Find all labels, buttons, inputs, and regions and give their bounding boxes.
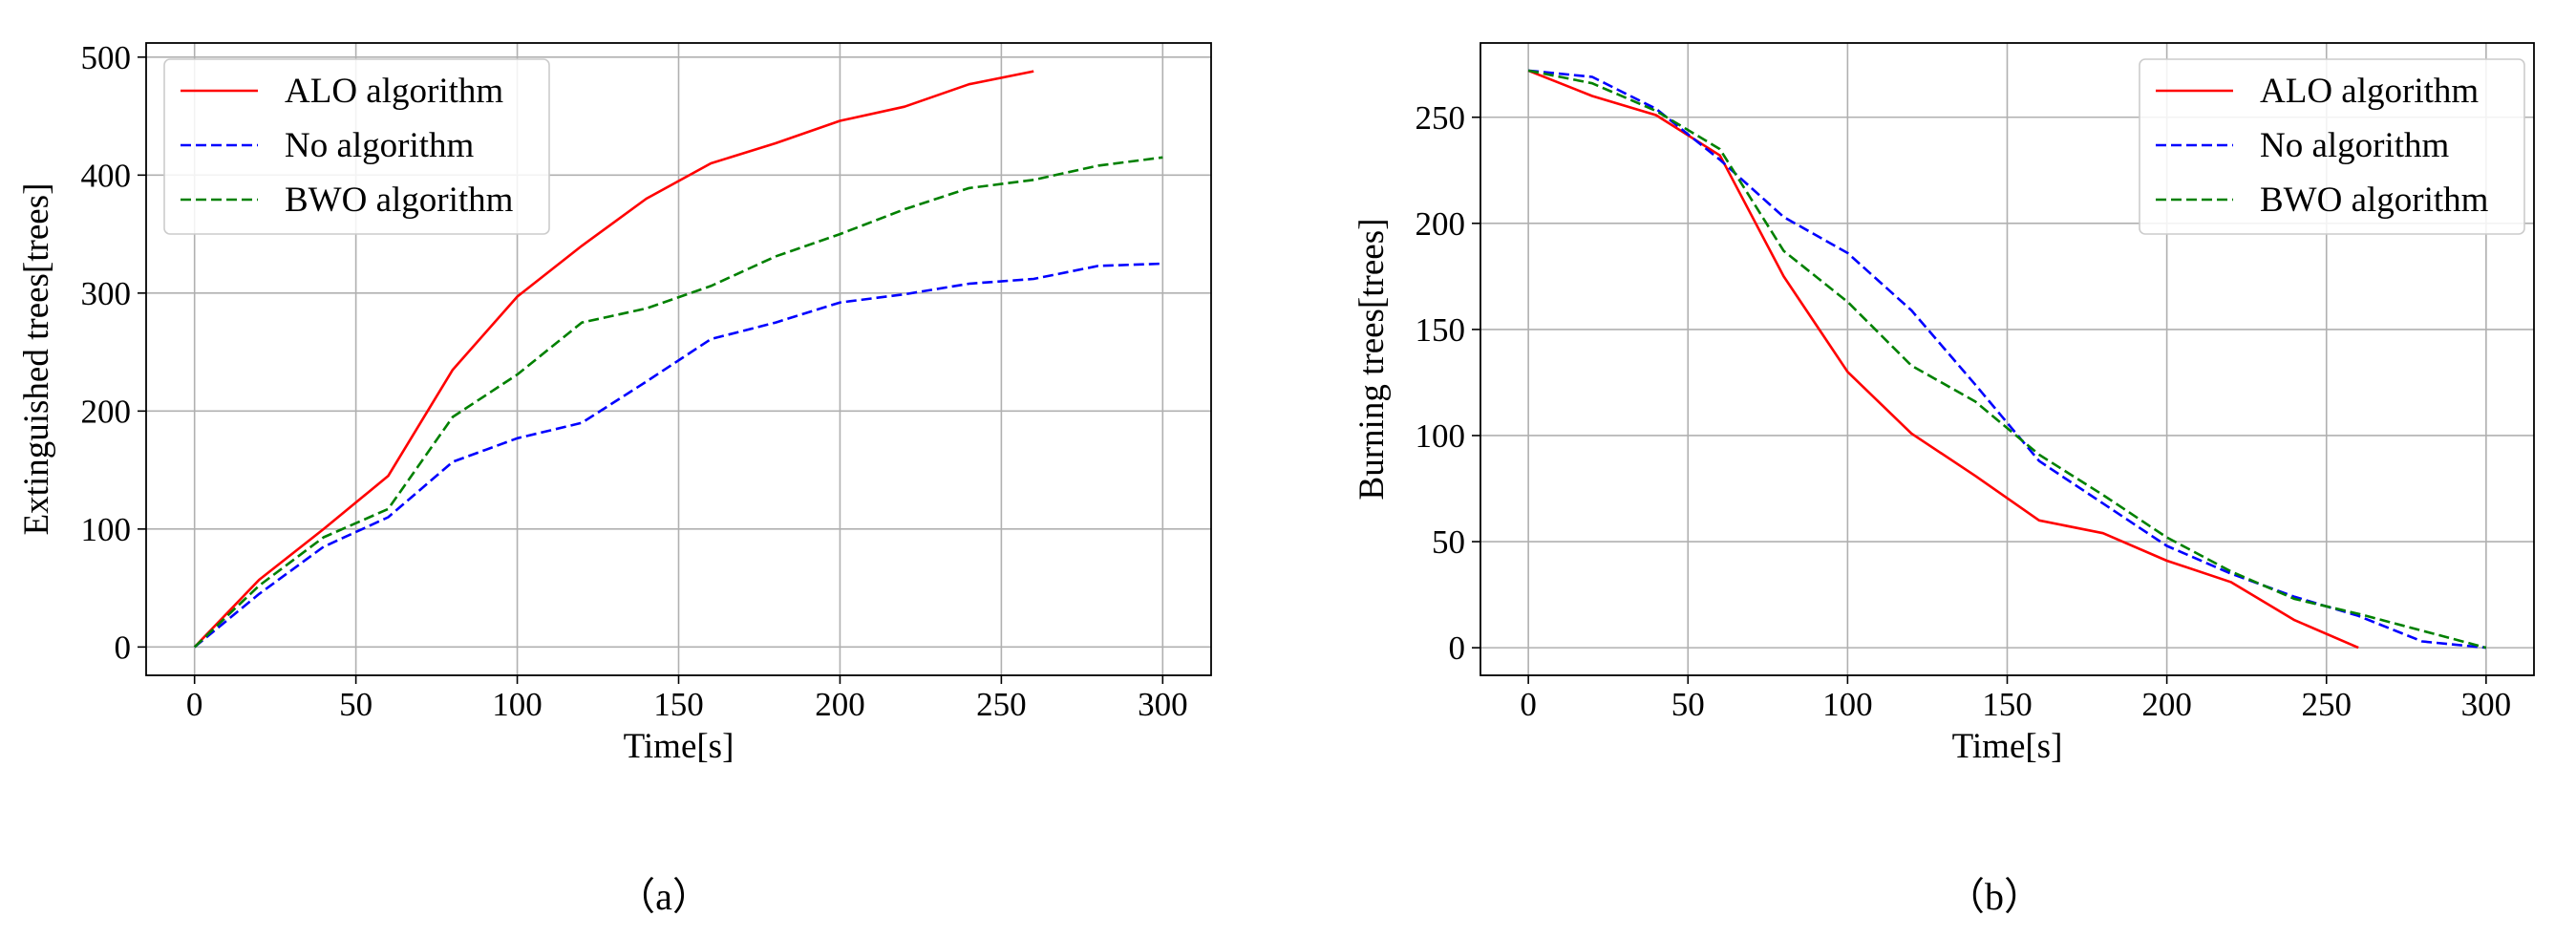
chart-a-extinguished-trees: 0 50 100 150 200 250 300 0 100 200 300 400 500 Time[s… — [17, 39, 1212, 918]
legend: ALO algorithm No algorithm BWO algorithm — [2139, 58, 2525, 235]
y-tick-label: 50 — [1432, 523, 1465, 561]
series-line-alo-algorithm — [1527, 69, 2359, 650]
legend-box — [163, 58, 550, 235]
subfigure-caption: （a） — [617, 875, 711, 918]
legend-box — [2139, 58, 2525, 235]
y-tick-label: 250 — [1416, 99, 1466, 137]
x-tick-label: 300 — [1138, 686, 1188, 723]
subfigure-caption: （b） — [1947, 875, 2042, 918]
y-tick-label: 150 — [1416, 311, 1466, 349]
y-axis-label: Burning trees[trees] — [1352, 219, 1392, 501]
x-tick-label: 0 — [1520, 686, 1537, 723]
y-tick-label: 400 — [81, 157, 132, 194]
legend-label: ALO algorithm — [2260, 72, 2479, 111]
x-tick-label: 200 — [815, 686, 865, 723]
y-axis-label: Extinguished trees[trees] — [17, 183, 56, 536]
y-tick-label: 0 — [115, 629, 132, 666]
x-tick-label: 250 — [976, 686, 1027, 723]
legend-label: ALO algorithm — [285, 72, 503, 111]
plot-frame — [1480, 42, 2535, 676]
y-tick-label: 100 — [81, 511, 132, 548]
y-tick-label: 200 — [1416, 205, 1466, 243]
legend-label: No algorithm — [2260, 126, 2450, 165]
y-tick-label: 0 — [1449, 629, 1466, 667]
legend-label: BWO algorithm — [285, 181, 514, 220]
x-tick-label: 150 — [653, 686, 704, 723]
data-series — [1527, 69, 2487, 650]
axis-ticks: 0 50 100 150 200 250 300 0 50 100 150 200 250 — [1416, 99, 2512, 723]
y-tick-label: 100 — [1416, 417, 1466, 455]
y-tick-label: 500 — [81, 39, 132, 76]
axis-ticks: 0 50 100 150 200 250 300 0 100 200 300 400 500 — [81, 39, 1188, 723]
x-tick-label: 100 — [492, 686, 543, 723]
x-tick-label: 150 — [1982, 686, 2033, 723]
x-tick-label: 50 — [339, 686, 373, 723]
legend: ALO algorithm No algorithm BWO algorithm — [163, 58, 550, 235]
series-line-alo-algorithm — [193, 70, 1034, 649]
x-tick-label: 300 — [2461, 686, 2512, 723]
data-series — [193, 70, 1163, 649]
x-axis-label: Time[s] — [624, 727, 734, 766]
legend-label: BWO algorithm — [2260, 181, 2489, 220]
x-tick-label: 100 — [1822, 686, 1873, 723]
x-tick-label: 250 — [2301, 686, 2352, 723]
series-line-no-algorithm — [193, 262, 1163, 649]
x-axis-label: Time[s] — [1952, 727, 2063, 766]
x-tick-label: 50 — [1671, 686, 1705, 723]
series-line-bwo-algorithm — [193, 156, 1163, 649]
y-tick-label: 300 — [81, 275, 132, 312]
series-line-bwo-algorithm — [1527, 69, 2487, 650]
y-tick-label: 200 — [81, 393, 132, 430]
legend-label: No algorithm — [285, 126, 475, 165]
x-tick-label: 0 — [186, 686, 203, 723]
chart-b-burning-trees: 0 50 100 150 200 250 300 0 50 100 150 200 250 Time[s]… — [1352, 42, 2535, 918]
plot-frame — [145, 42, 1212, 676]
x-tick-label: 200 — [2141, 686, 2192, 723]
